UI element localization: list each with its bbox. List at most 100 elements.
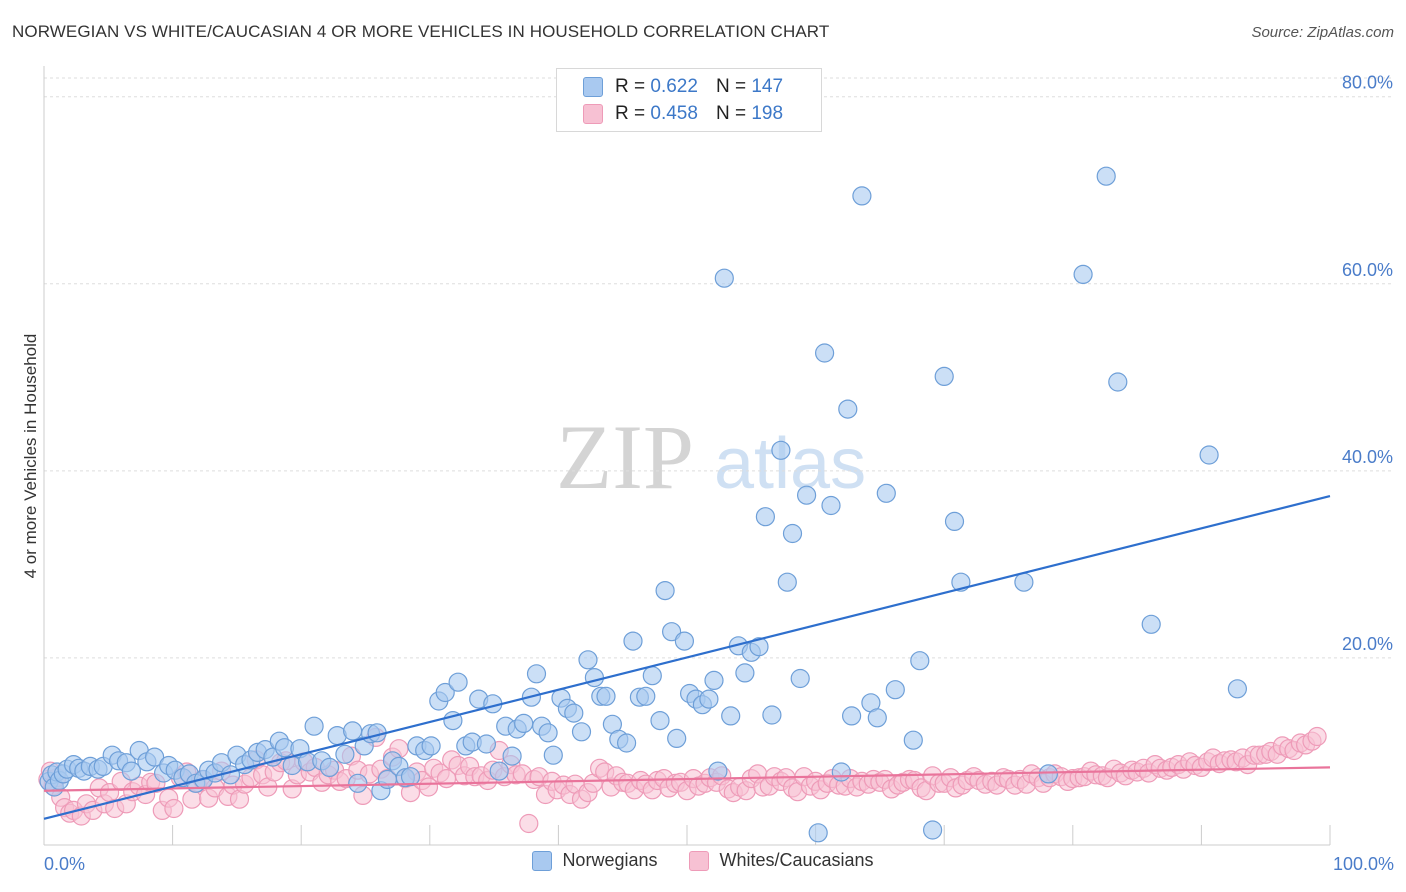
trend-line-norwegians bbox=[43, 495, 1331, 820]
data-point-norwegians bbox=[771, 440, 791, 460]
data-point-norwegians bbox=[1038, 764, 1059, 784]
data-point-norwegians bbox=[1227, 679, 1248, 699]
data-point-norwegians bbox=[145, 747, 165, 767]
data-point-norwegians bbox=[704, 670, 724, 691]
data-point-norwegians bbox=[319, 757, 340, 778]
trend-lines bbox=[43, 495, 1331, 820]
data-point-norwegians bbox=[335, 744, 355, 764]
data-point-norwegians bbox=[661, 622, 682, 642]
data-point-norwegians bbox=[448, 672, 468, 692]
data-point-norwegians bbox=[1108, 372, 1128, 392]
legend-r-label: R = bbox=[615, 76, 646, 97]
data-point-norwegians bbox=[543, 745, 563, 765]
legend-r-value: 0.622 bbox=[650, 76, 698, 97]
data-point-norwegians bbox=[304, 716, 324, 736]
legend-r-label: R = bbox=[615, 103, 646, 124]
data-point-norwegians bbox=[699, 689, 719, 709]
data-point-norwegians bbox=[514, 713, 534, 734]
data-point-norwegians bbox=[616, 733, 637, 753]
data-point-norwegians bbox=[910, 651, 930, 671]
data-point-norwegians bbox=[762, 705, 782, 725]
data-point-norwegians bbox=[1073, 264, 1093, 284]
source-label: Source: ZipAtlas.com bbox=[1251, 24, 1394, 41]
data-point-norwegians bbox=[777, 572, 797, 592]
watermark-atlas: atlas bbox=[714, 424, 866, 504]
data-point-norwegians bbox=[538, 723, 558, 743]
data-point-norwegians bbox=[735, 663, 755, 683]
data-point-norwegians bbox=[584, 667, 605, 688]
x-tick-label: 100.0% bbox=[1333, 854, 1394, 874]
data-point-norwegians bbox=[667, 728, 687, 749]
legend-swatch-whites bbox=[583, 104, 603, 124]
data-point-norwegians bbox=[852, 186, 872, 206]
data-point-norwegians bbox=[903, 730, 923, 750]
legend-n-value: 198 bbox=[751, 103, 784, 124]
y-tick-label: 60.0% bbox=[1342, 260, 1393, 280]
data-point-norwegians bbox=[1014, 572, 1034, 592]
legend-item-whites[interactable]: Whites/Caucasians bbox=[689, 850, 874, 871]
data-point-norwegians bbox=[867, 708, 887, 728]
data-point-norwegians bbox=[876, 483, 896, 503]
x-tick-label: 0.0% bbox=[44, 854, 85, 874]
legend-label: Whites/Caucasians bbox=[719, 850, 874, 870]
data-point-norwegians bbox=[1199, 445, 1219, 465]
trend-line-whites bbox=[43, 766, 1331, 792]
data-point-norwegians bbox=[838, 399, 858, 419]
data-point-norwegians bbox=[121, 761, 141, 781]
data-point-norwegians bbox=[564, 703, 584, 723]
legend-r-value: 0.458 bbox=[650, 103, 698, 124]
data-point-norwegians bbox=[642, 666, 662, 686]
data-point-norwegians bbox=[526, 664, 547, 684]
data-point-norwegians bbox=[489, 761, 509, 781]
legend-n-label: N = bbox=[715, 103, 747, 124]
data-point-norwegians bbox=[934, 366, 954, 386]
watermark-zip: ZIP bbox=[556, 406, 694, 508]
data-point-norwegians bbox=[421, 736, 441, 756]
data-point-norwegians bbox=[502, 746, 522, 766]
legend-swatch bbox=[689, 850, 710, 871]
data-point-norwegians bbox=[749, 637, 769, 657]
data-point-norwegians bbox=[821, 495, 841, 516]
data-point-norwegians bbox=[814, 343, 835, 363]
data-point-norwegians bbox=[578, 650, 598, 670]
data-point-norwegians bbox=[571, 722, 592, 742]
data-point-norwegians bbox=[782, 523, 803, 544]
legend-label: Norwegians bbox=[562, 850, 658, 870]
data-point-whites bbox=[164, 798, 184, 819]
gridlines bbox=[44, 77, 1394, 659]
data-point-norwegians bbox=[655, 580, 675, 601]
data-point-norwegians bbox=[623, 631, 643, 651]
data-point-norwegians bbox=[790, 668, 810, 689]
legend-row-whites: R = 0.458 N = 198 bbox=[583, 102, 783, 126]
series-legend: Norwegians Whites/Caucasians bbox=[0, 850, 1406, 871]
data-point-norwegians bbox=[922, 820, 943, 840]
chart-title: NORWEGIAN VS WHITE/CAUCASIAN 4 OR MORE V… bbox=[12, 22, 830, 41]
data-point-whites bbox=[182, 789, 202, 809]
series-norwegians bbox=[39, 166, 1248, 843]
data-point-norwegians bbox=[650, 710, 670, 731]
legend-n-value: 147 bbox=[751, 76, 784, 97]
data-point-norwegians bbox=[1141, 614, 1161, 634]
data-point-norwegians bbox=[343, 721, 363, 741]
data-point-norwegians bbox=[808, 823, 828, 843]
data-point-whites bbox=[519, 813, 539, 834]
y-tick-label: 80.0% bbox=[1342, 73, 1393, 93]
y-tick-label: 20.0% bbox=[1342, 634, 1393, 654]
data-point-norwegians bbox=[596, 686, 616, 706]
data-point-norwegians bbox=[1096, 166, 1116, 186]
tick-labels: 20.0% 40.0% 60.0% 80.0% 0.0% 100.0% bbox=[44, 73, 1394, 874]
data-point-norwegians bbox=[435, 682, 455, 703]
correlation-legend: R = 0.622 N = 147 R = 0.458 N = 198 bbox=[556, 68, 822, 132]
data-point-norwegians bbox=[714, 268, 734, 288]
data-point-norwegians bbox=[796, 485, 817, 505]
data-point-norwegians bbox=[476, 734, 496, 754]
legend-swatch-norwegians bbox=[583, 77, 603, 97]
y-axis-label: 4 or more Vehicles in Household bbox=[21, 334, 40, 579]
y-tick-label: 40.0% bbox=[1342, 447, 1393, 467]
data-point-norwegians bbox=[885, 680, 905, 700]
data-point-norwegians bbox=[708, 761, 728, 781]
data-point-norwegians bbox=[841, 706, 862, 726]
data-point-norwegians bbox=[674, 631, 695, 651]
legend-item-norwegians[interactable]: Norwegians bbox=[532, 850, 657, 871]
